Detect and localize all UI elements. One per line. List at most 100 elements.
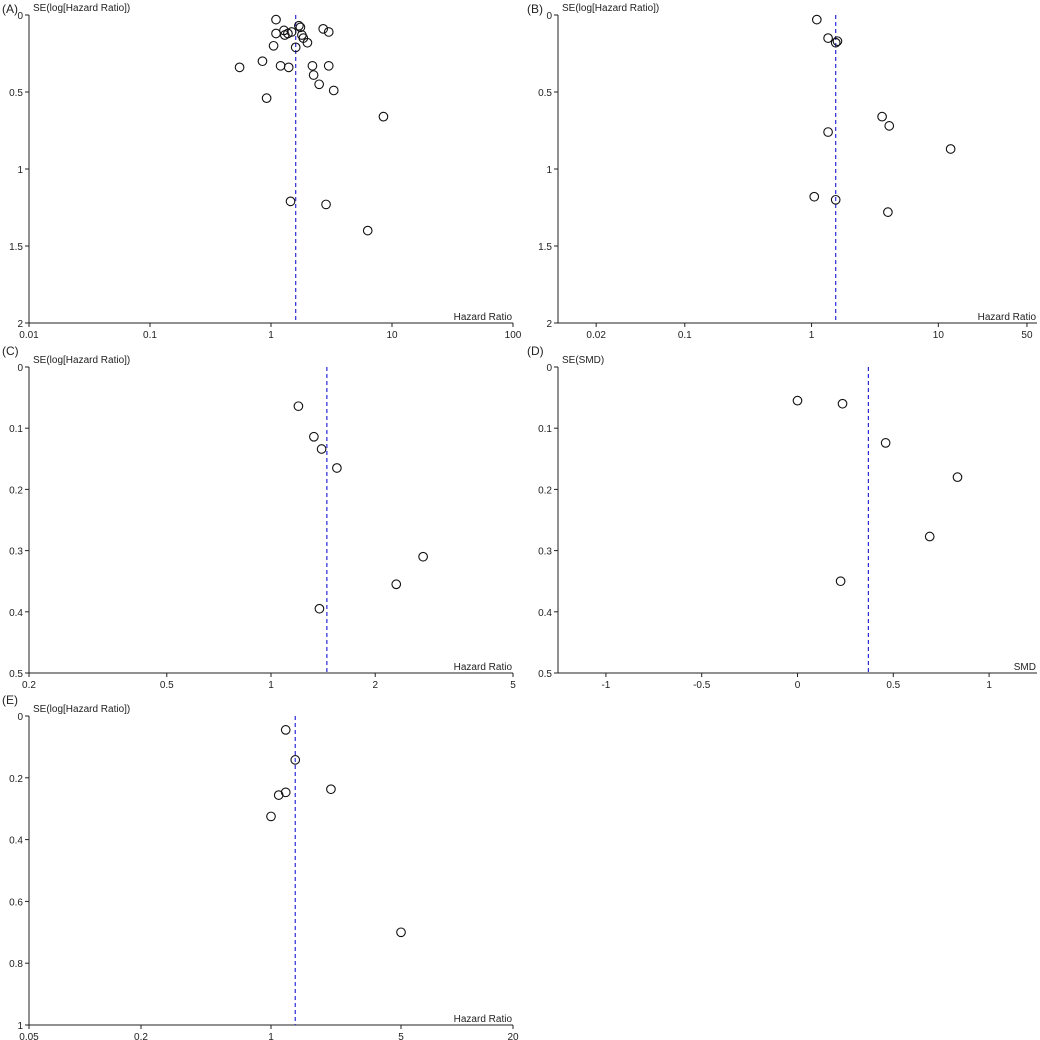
y-tick-label: 0.5 [538, 88, 552, 99]
y-tick-label: 1.5 [9, 242, 23, 253]
y-tick-label: 0.4 [538, 608, 552, 619]
y-tick-label: 0.5 [538, 669, 552, 680]
x-tick-label: 1 [268, 330, 274, 341]
study-point [302, 37, 313, 48]
study-point [280, 787, 291, 798]
x-tick-label: 100 [505, 330, 522, 341]
y-tick-label: 1 [17, 1021, 23, 1032]
study-point [883, 207, 893, 217]
x-tick-label: 2 [372, 680, 378, 691]
x-tick-label: -1 [601, 680, 610, 691]
study-point [832, 36, 843, 47]
y-tick-label: 0 [17, 712, 23, 723]
y-axis-title: SE(log[Hazard Ratio]) [33, 355, 130, 366]
study-point [257, 56, 268, 67]
study-point [294, 20, 304, 31]
y-tick-label: 0 [546, 363, 552, 374]
x-tick-label: 20 [507, 1032, 519, 1040]
study-point [837, 398, 848, 409]
study-point [323, 60, 334, 71]
x-tick-label: 0 [795, 680, 801, 691]
x-axis-title: Hazard Ratio [454, 1014, 513, 1025]
study-point [318, 24, 329, 34]
study-point [328, 85, 339, 96]
x-tick-label: 10 [386, 330, 398, 341]
x-tick-label: 0.02 [586, 330, 606, 341]
study-point [391, 579, 402, 590]
y-tick-label: 0 [17, 11, 23, 22]
y-tick-label: 1 [546, 165, 552, 176]
study-point [275, 60, 286, 71]
study-point [290, 755, 301, 765]
y-tick-label: 0 [17, 363, 23, 374]
y-tick-label: 0.3 [538, 547, 552, 558]
x-tick-label: 0.2 [134, 1032, 148, 1040]
y-axis-title: SE(log[Hazard Ratio]) [33, 3, 130, 14]
x-tick-label: 5 [398, 1032, 404, 1040]
study-point [323, 27, 334, 37]
y-axis-title: SE(SMD) [562, 355, 604, 366]
y-tick-label: 1 [17, 165, 23, 176]
y-axis-title: SE(log[Hazard Ratio]) [33, 704, 130, 715]
x-tick-label: 0.05 [19, 1032, 39, 1040]
panel-d: (D) SE(SMD) SMD 0 0.1 0.2 0.3 0.4 0.5 -1 -0.5 0 0.5 1 [527, 344, 1037, 691]
study-point [283, 62, 294, 73]
x-tick-label: 0.01 [19, 330, 39, 341]
study-point [809, 191, 820, 202]
study-point [280, 725, 291, 735]
x-tick-label: 0.2 [22, 680, 36, 691]
y-tick-label: 0.2 [9, 774, 23, 785]
study-point [268, 40, 279, 51]
study-point [332, 463, 342, 473]
study-point [396, 927, 406, 938]
x-tick-label: 50 [1021, 330, 1033, 341]
y-tick-label: 0.6 [9, 897, 23, 908]
y-tick-label: 1.5 [538, 242, 552, 253]
x-axis-title: Hazard Ratio [454, 312, 513, 323]
x-tick-label: 1 [809, 330, 815, 341]
x-tick-label: 1 [268, 680, 274, 691]
panel-label: (E) [2, 693, 18, 707]
x-tick-label: 5 [510, 680, 516, 691]
study-point [823, 33, 833, 43]
panel-a: (A) SE(log[Hazard Ratio]) Hazard Ratio 0 0.5… [2, 2, 522, 341]
study-point [835, 576, 846, 587]
panel-label: (C) [2, 344, 19, 358]
study-point [273, 790, 284, 800]
x-tick-label: 0.1 [678, 330, 692, 341]
x-axis-title: Hazard Ratio [454, 662, 513, 673]
y-tick-label: 0.1 [9, 424, 23, 435]
panel-label: (D) [527, 344, 544, 358]
study-point [261, 93, 272, 104]
x-axis-title: Hazard Ratio [978, 312, 1037, 323]
x-tick-label: 0.5 [886, 680, 900, 691]
y-tick-label: 0.4 [9, 836, 23, 847]
study-point [307, 60, 318, 71]
study-point [285, 196, 296, 207]
study-point [924, 531, 935, 542]
study-point [880, 438, 891, 448]
study-point [293, 401, 304, 412]
y-tick-label: 0.5 [9, 669, 23, 680]
study-point [308, 70, 319, 80]
x-tick-label: 1 [268, 1032, 274, 1040]
study-point [830, 37, 841, 48]
panel-e: (E) SE(log[Hazard Ratio]) Hazard Ratio 0 0.2… [2, 693, 519, 1040]
study-point [945, 144, 956, 154]
y-tick-label: 0.3 [9, 547, 23, 558]
study-point [378, 111, 389, 122]
panel-b: (B) SE(log[Hazard Ratio]) Hazard Ratio 0 0.5… [527, 2, 1037, 341]
study-point [316, 444, 327, 454]
x-tick-label: 0.1 [143, 330, 157, 341]
x-tick-label: 0.5 [160, 680, 174, 691]
y-tick-label: 2 [17, 319, 23, 330]
study-point [271, 14, 281, 25]
x-axis-title: SMD [1014, 662, 1036, 673]
study-point [823, 127, 833, 137]
y-axis-title: SE(log[Hazard Ratio]) [562, 3, 659, 14]
x-tick-label: -0.5 [693, 680, 711, 691]
study-point [877, 111, 887, 122]
study-point [290, 42, 301, 53]
panel-c: (C) SE(log[Hazard Ratio]) Hazard Ratio 0 0.1… [2, 344, 516, 691]
